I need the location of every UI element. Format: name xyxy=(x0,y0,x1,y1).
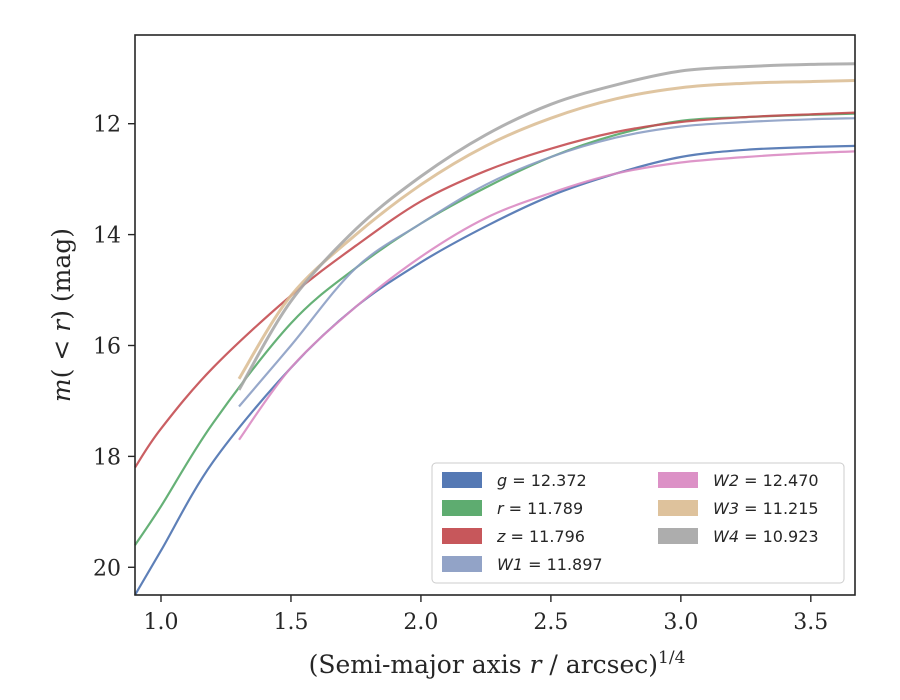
series-line-w2 xyxy=(238,150,856,441)
x-axis-label: (Semi-major axis r / arcsec)1/4 xyxy=(309,648,686,679)
legend-label: W3 = 11.215 xyxy=(713,499,819,518)
series-line-w4 xyxy=(237,62,856,391)
plot-frame xyxy=(134,34,856,596)
legend-label: z = 11.796 xyxy=(496,527,585,546)
legend-swatch xyxy=(442,556,482,572)
x-axis-ticks: 1.0 1.5 2.0 2.5 3.0 3.5 xyxy=(143,595,828,635)
legend-entry-r: r = 11.789 xyxy=(442,499,583,518)
legend-label: W1 = 11.897 xyxy=(497,555,603,574)
y-tick-label: 12 xyxy=(93,113,121,138)
y-tick-label: 16 xyxy=(93,334,121,359)
legend-items: g = 12.372 r = 11.789 z = 11.796 W1 = 11.89… xyxy=(442,471,819,574)
x-tick-label: 1.5 xyxy=(273,610,308,635)
legend-swatch xyxy=(658,500,698,516)
y-tick-label: 14 xyxy=(93,224,121,249)
y-axis-ticks: 12 14 16 18 20 xyxy=(93,113,135,581)
legend-label: W2 = 12.470 xyxy=(713,471,819,490)
y-tick-label: 18 xyxy=(93,445,121,470)
x-tick-label: 3.0 xyxy=(663,610,698,635)
legend-entry-w2: W2 = 12.470 xyxy=(658,471,819,490)
x-tick-label: 2.0 xyxy=(403,610,438,635)
legend-label: W4 = 10.923 xyxy=(713,527,819,546)
legend-label: g = 12.372 xyxy=(497,471,587,490)
series-line-z xyxy=(134,111,856,469)
legend: g = 12.372 r = 11.789 z = 11.796 W1 = 11.89… xyxy=(431,462,845,584)
legend-entry-z: z = 11.796 xyxy=(442,527,585,546)
legend-entry-w4: W4 = 10.923 xyxy=(658,527,819,546)
legend-swatch xyxy=(442,528,482,544)
legend-swatch xyxy=(442,500,482,516)
x-tick-label: 2.5 xyxy=(533,610,568,635)
series-line-g xyxy=(134,144,856,596)
legend-swatch xyxy=(442,472,482,488)
y-axis-label: m( < r) (mag) xyxy=(47,228,76,402)
series-line-w3 xyxy=(237,79,856,380)
legend-entry-w3: W3 = 11.215 xyxy=(658,499,819,518)
x-tick-label: 1.0 xyxy=(143,610,178,635)
legend-entry-w1: W1 = 11.897 xyxy=(442,555,603,574)
series-lines xyxy=(134,62,856,596)
legend-label: r = 11.789 xyxy=(497,499,583,518)
legend-swatch xyxy=(658,528,698,544)
x-tick-label: 3.5 xyxy=(793,610,828,635)
legend-entry-g: g = 12.372 xyxy=(442,471,587,490)
legend-frame xyxy=(431,462,845,584)
x-axis-label-superscript: 1/4 xyxy=(658,648,685,668)
y-tick-label: 20 xyxy=(93,556,121,581)
series-line-w1 xyxy=(238,117,856,408)
legend-swatch xyxy=(658,472,698,488)
